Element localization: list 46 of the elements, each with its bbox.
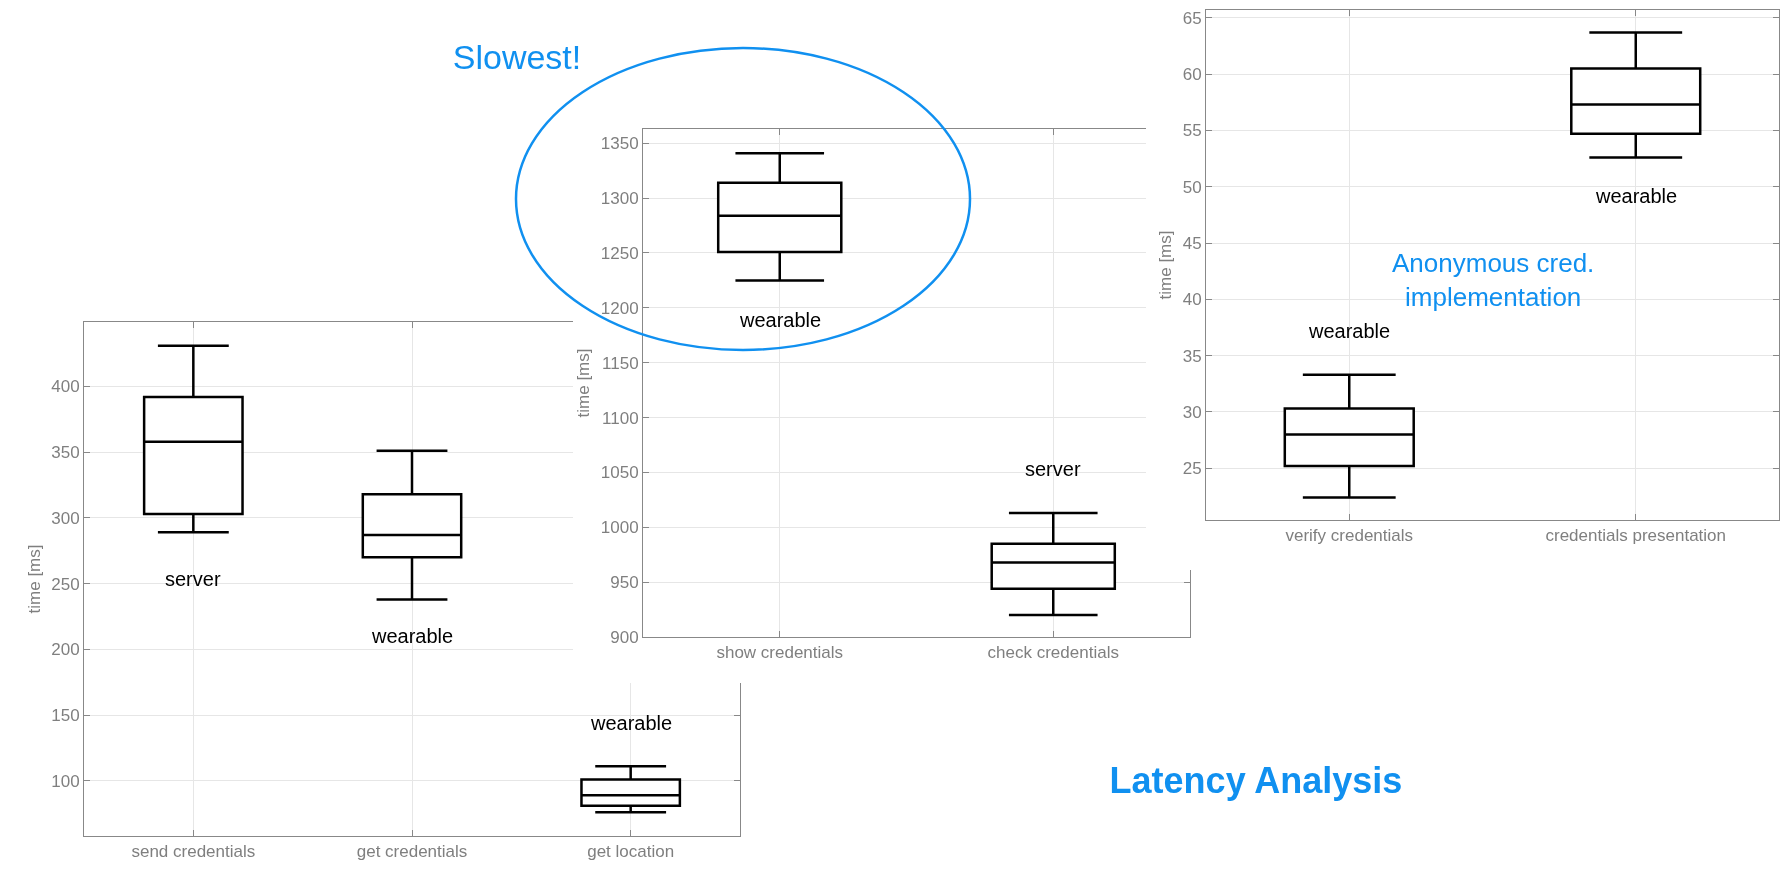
text: Slowest! xyxy=(452,37,582,77)
annotation: wearable xyxy=(371,625,454,647)
x-tick-label: check credentials xyxy=(987,643,1119,663)
y-tick-label: 1350 xyxy=(600,134,639,154)
x-tick-label: verify credentials xyxy=(1285,526,1414,546)
y-tick-label: 900 xyxy=(610,627,639,647)
annotation: wearable xyxy=(1595,185,1678,207)
y-tick-label: 1050 xyxy=(600,463,639,483)
y-tick-label: 1300 xyxy=(600,189,639,209)
y-tick-label: 150 xyxy=(51,706,80,726)
annotation: server xyxy=(1025,458,1081,480)
y-axis-title: time [ms] xyxy=(1156,230,1176,300)
y-tick-label: 40 xyxy=(1182,290,1202,310)
y-tick-label: 35 xyxy=(1182,346,1202,366)
annotation: wearable xyxy=(590,712,673,734)
y-tick-label: 55 xyxy=(1182,121,1202,141)
y-tick-label: 950 xyxy=(610,573,639,593)
y-tick-label: 200 xyxy=(51,640,80,660)
y-tick-label: 45 xyxy=(1182,234,1202,253)
y-tick-label: 1000 xyxy=(600,518,639,538)
y-tick-label: 1250 xyxy=(600,243,639,263)
y-tick-label: 100 xyxy=(51,771,80,791)
x-tick-label: get location xyxy=(587,842,675,862)
y-tick-label: 350 xyxy=(51,443,80,463)
x-tick-label: show credentials xyxy=(716,643,844,663)
annotation: Anonymous cred. implementation xyxy=(1392,248,1595,312)
x-tick-label: credentials presentation xyxy=(1545,526,1727,546)
y-tick-label: 60 xyxy=(1182,65,1202,85)
y-tick-label: 50 xyxy=(1182,177,1202,197)
y-tick-label: 30 xyxy=(1182,402,1202,422)
annotation: server xyxy=(165,568,221,590)
y-tick-label: 1100 xyxy=(602,408,639,428)
annotation: wearable xyxy=(739,309,822,331)
text: Latency Analysis xyxy=(1109,760,1403,802)
y-axis-title: time [ms] xyxy=(24,544,44,614)
y-tick-label: 400 xyxy=(51,377,80,397)
y-tick-label: 1200 xyxy=(600,298,639,318)
annotation: wearable xyxy=(1308,320,1391,342)
y-tick-label: 25 xyxy=(1182,459,1202,479)
y-axis-title: time [ms] xyxy=(574,348,594,418)
y-tick-label: 65 xyxy=(1182,8,1202,28)
x-tick-label: get credentials xyxy=(356,842,468,862)
y-tick-label: 1150 xyxy=(602,353,639,373)
y-tick-label: 250 xyxy=(51,574,80,594)
x-tick-label: send credentials xyxy=(131,842,256,862)
y-tick-label: 300 xyxy=(51,508,80,528)
